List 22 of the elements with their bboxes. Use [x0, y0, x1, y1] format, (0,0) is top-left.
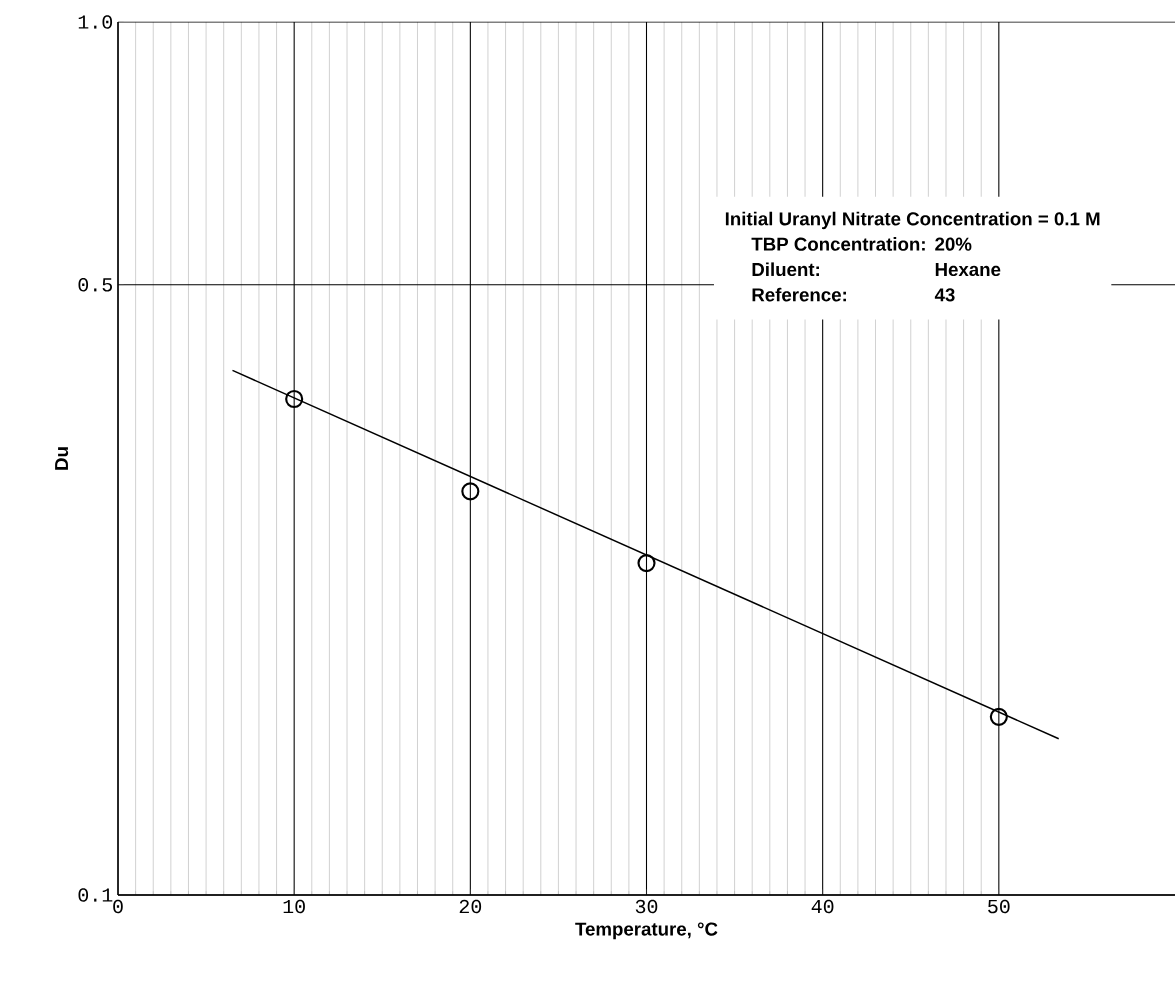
- point: [637, 554, 656, 573]
- x-tick-label: 50: [988, 899, 1010, 914]
- annotation: 43: [934, 288, 955, 302]
- annotation: Hexane: [935, 263, 1001, 277]
- annotation: Initial Uranyl Nitrate Concentration = 0.1 M: [725, 211, 1100, 230]
- annotation: Reference:: [752, 287, 846, 302]
- x-tick-label: 0: [113, 899, 123, 914]
- annotation: 20%: [935, 237, 972, 251]
- point: [989, 707, 1008, 726]
- point: [461, 482, 480, 501]
- annotation: Diluent:: [752, 262, 819, 277]
- y-axis-title: Du: [55, 447, 69, 470]
- y-tick-label: 0.1: [78, 888, 113, 902]
- x-tick-label: 40: [811, 899, 834, 914]
- y-tick-label: 0.5: [78, 278, 113, 292]
- x-axis-title: Temperature, °C: [575, 922, 718, 940]
- x-tick-label: 20: [459, 899, 482, 914]
- y-tick-label: 1.0: [78, 15, 113, 29]
- x-tick-label: 10: [283, 899, 305, 914]
- annotation: TBP Concentration:: [751, 237, 925, 251]
- x-tick-label: 30: [635, 899, 658, 914]
- point: [285, 389, 304, 409]
